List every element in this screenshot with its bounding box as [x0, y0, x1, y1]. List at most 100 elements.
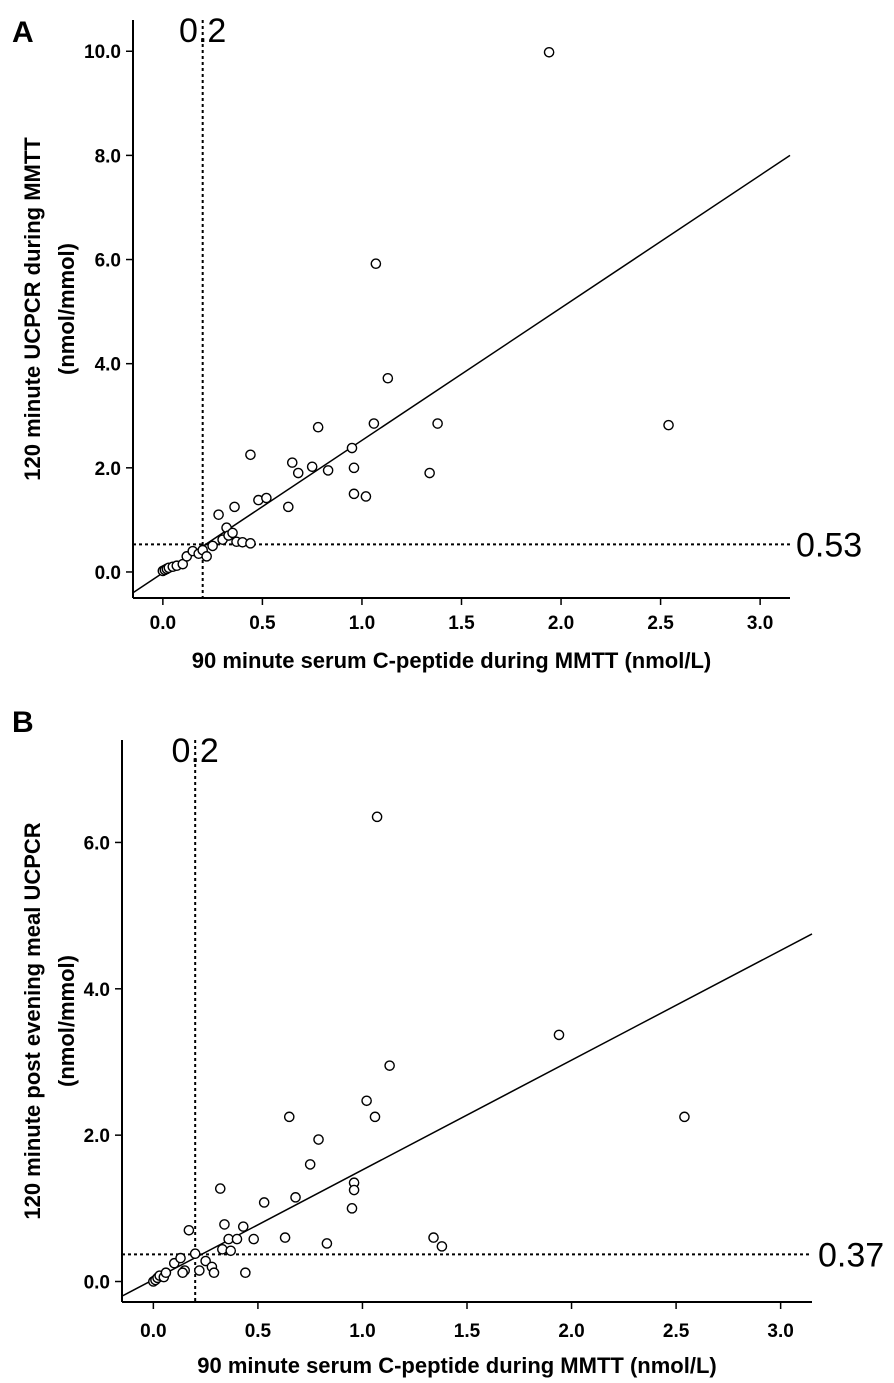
regression-line: [132, 154, 791, 594]
data-point: [219, 1219, 230, 1230]
data-points: [157, 46, 674, 577]
y-tick-label: 0.0: [84, 1273, 110, 1294]
data-point: [227, 527, 238, 539]
data-point: [322, 465, 334, 476]
x-tick-label: 2.5: [663, 1321, 690, 1342]
y-tick-label: 6.0: [84, 833, 110, 854]
data-point: [208, 1267, 220, 1279]
data-point: [231, 1233, 243, 1245]
panel-a: A 0.0 0.5 1.0 1.5 2.0 2.5 3.0 0.0 2.0 4.0 6.0 8.0 10.…: [12, 12, 862, 673]
x-tick-label: 3.0: [747, 613, 773, 634]
x-tick-label: 0.0: [150, 613, 176, 634]
data-point: [183, 1224, 195, 1236]
x-axis-label: 90 minute serum C-peptide during MMTT (n…: [192, 648, 711, 673]
data-point: [313, 1134, 324, 1145]
data-point: [200, 1255, 211, 1267]
data-point: [177, 1267, 188, 1279]
y-tick-label: 2.0: [95, 459, 121, 480]
data-point: [679, 1111, 690, 1123]
x-cutoff-label: 0.2: [179, 12, 226, 50]
y-tick-label: 0.0: [95, 563, 121, 584]
data-point: [279, 1232, 291, 1243]
data-point: [346, 1203, 358, 1214]
data-point: [290, 1192, 301, 1203]
data-points: [148, 811, 690, 1287]
x-tick-label: 2.5: [647, 613, 674, 634]
data-point: [245, 449, 256, 461]
y-axis-label: 120 minute post evening meal UCPCR (nmol/…: [20, 822, 79, 1219]
data-point: [306, 461, 318, 473]
data-point: [282, 501, 294, 513]
y-tick-label: 4.0: [84, 980, 110, 1001]
panel-letter: B: [12, 706, 34, 739]
data-point: [248, 1233, 260, 1245]
data-point: [237, 1221, 249, 1232]
x-tick-label: 0.5: [245, 1321, 272, 1342]
x-tick-label: 2.0: [558, 1321, 584, 1342]
data-point: [175, 1252, 186, 1264]
x-tick-label: 0.0: [140, 1321, 166, 1342]
data-point: [371, 811, 383, 823]
data-point: [543, 46, 555, 58]
panel-letter: A: [12, 16, 34, 49]
data-point: [369, 1111, 381, 1123]
y-cutoff-label: 0.53: [796, 526, 862, 564]
y-axis-label-line1: 120 minute UCPCR during MMTT: [20, 137, 45, 481]
x-tick-label: 2.0: [548, 613, 574, 634]
y-tick-label: 6.0: [95, 251, 121, 272]
data-point: [240, 1267, 251, 1279]
x-tick-label: 1.5: [448, 613, 475, 634]
data-point: [424, 467, 435, 479]
x-tick-label: 3.0: [767, 1321, 793, 1342]
y-tick-label: 10.0: [84, 42, 121, 63]
data-point: [194, 1265, 205, 1276]
y-axis-label-line1: 120 minute post evening meal UCPCR: [20, 822, 45, 1219]
y-tick-label: 8.0: [95, 146, 121, 167]
data-point: [348, 488, 360, 500]
data-point: [189, 1248, 201, 1260]
data-point: [160, 1267, 172, 1279]
data-point: [360, 491, 372, 502]
data-point: [258, 1197, 270, 1208]
data-point: [432, 418, 443, 429]
data-point: [312, 421, 324, 433]
x-axis-label: 90 minute serum C-peptide during MMTT (n…: [197, 1353, 716, 1378]
y-axis-label-line2: (nmol/mmol): [54, 243, 79, 375]
data-point: [346, 442, 358, 454]
data-point: [207, 540, 218, 552]
data-point: [213, 509, 224, 520]
data-point: [428, 1232, 439, 1243]
data-point: [229, 501, 240, 513]
y-tick-label: 4.0: [95, 355, 121, 376]
data-point: [382, 372, 394, 384]
data-point: [348, 462, 360, 474]
data-point: [436, 1241, 448, 1252]
data-point: [368, 418, 380, 429]
data-point: [663, 419, 674, 431]
data-point: [370, 258, 382, 269]
x-cutoff-label: 0.2: [172, 732, 219, 770]
data-point: [217, 1244, 228, 1255]
data-point: [292, 467, 304, 479]
x-tick-label: 0.5: [249, 613, 276, 634]
data-point: [286, 457, 298, 468]
x-tick-label: 1.0: [349, 613, 375, 634]
y-axis-label-line2: (nmol/mmol): [54, 955, 79, 1087]
data-point: [348, 1184, 360, 1196]
y-tick-label: 2.0: [84, 1126, 110, 1147]
y-cutoff-label: 0.37: [818, 1236, 884, 1274]
data-point: [304, 1159, 316, 1170]
data-point: [225, 1245, 237, 1257]
data-point: [384, 1060, 395, 1071]
data-point: [283, 1111, 295, 1123]
data-point: [361, 1095, 372, 1107]
panel-b: B 0.0 0.5 1.0 1.5 2.0 2.5 3.0 0.0 2.0 4.0 6.0 0.2 0.3…: [12, 706, 884, 1378]
x-tick-label: 1.5: [454, 1321, 481, 1342]
y-axis-label: 120 minute UCPCR during MMTT (nmol/mmol): [20, 137, 79, 481]
data-point: [321, 1238, 333, 1249]
x-tick-label: 1.0: [349, 1321, 375, 1342]
data-point: [245, 538, 256, 549]
data-point: [201, 551, 212, 562]
data-point: [214, 1183, 226, 1194]
